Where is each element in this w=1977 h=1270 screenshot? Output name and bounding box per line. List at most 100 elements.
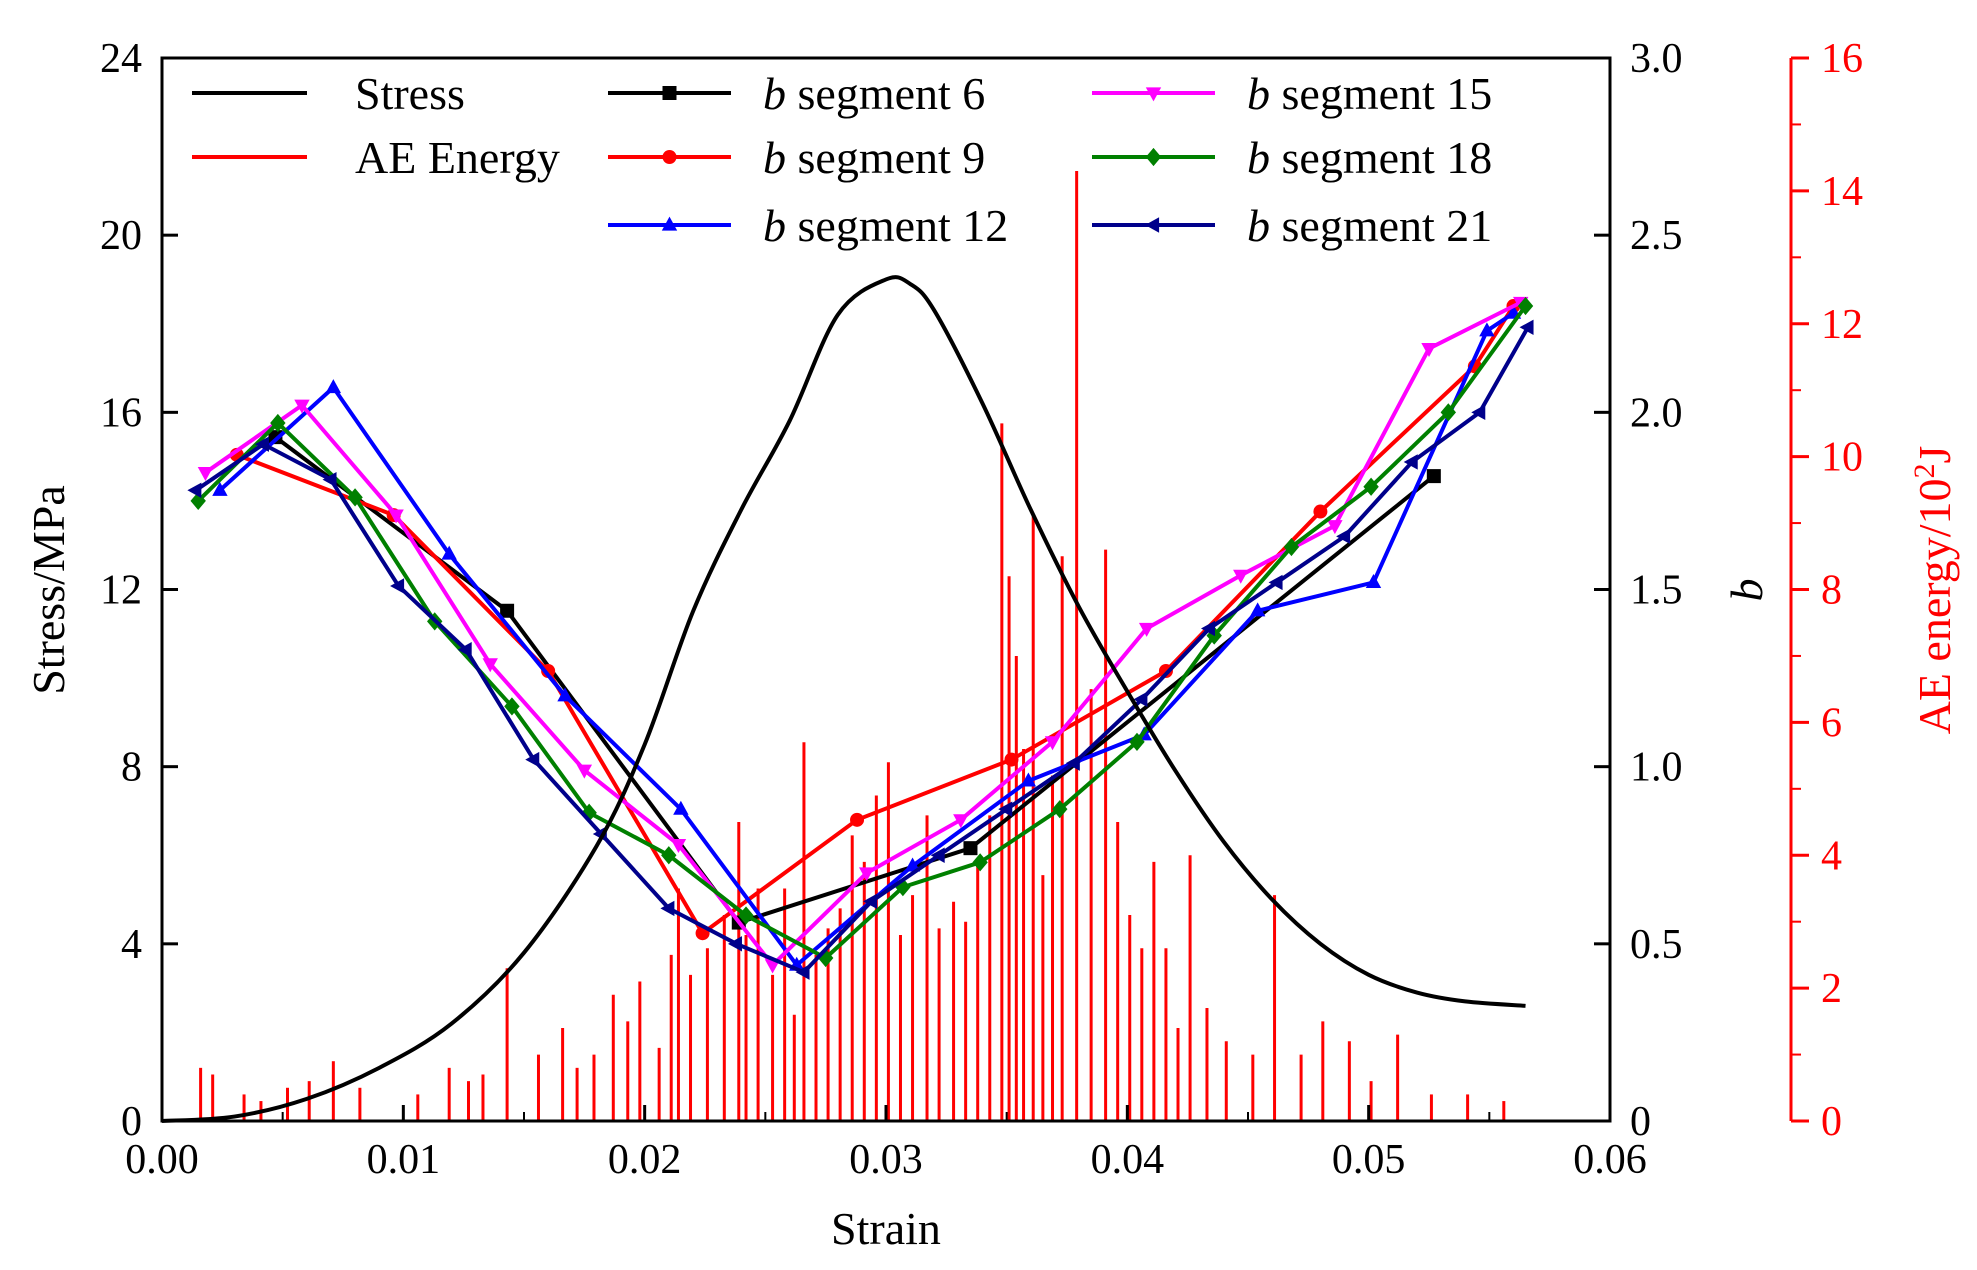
data-point (858, 867, 875, 882)
legend-label-text: segment 18 (1270, 132, 1492, 183)
ae-tick-label: 12 (1821, 302, 1863, 348)
legend-label-italic: b (1247, 68, 1270, 119)
legend-label-italic: b (1247, 200, 1270, 251)
x-tick-label: 0.02 (608, 1137, 682, 1183)
data-point (1471, 404, 1486, 421)
data-point (504, 697, 520, 716)
b-axis-title: b (1721, 579, 1772, 602)
data-point (817, 948, 834, 968)
data-point (795, 964, 810, 980)
data-point (661, 846, 677, 865)
legend-item: b segment 21 (1092, 200, 1492, 251)
stress-tick-label: 20 (100, 213, 142, 259)
legend: Stress AE Energy b segment 6 b segment 9 b s… (192, 68, 1492, 251)
legend-label-italic: b (763, 68, 786, 119)
legend-label-text: segment 15 (1270, 68, 1492, 119)
legend-item: b segment 6 (608, 68, 985, 119)
data-point (212, 481, 228, 496)
legend-item: b segment 18 (1092, 132, 1492, 183)
data-point (1268, 574, 1283, 591)
stress-curve (161, 275, 1526, 1123)
series-b-segment-12 (212, 304, 1522, 971)
data-point (850, 812, 865, 827)
ae-axis-title-suffix: J (1909, 446, 1960, 464)
data-point (670, 839, 687, 854)
data-point (1145, 217, 1160, 233)
data-point (1440, 403, 1457, 422)
b-tick-label: 3.0 (1630, 36, 1683, 82)
legend-label-text: AE Energy (355, 132, 560, 183)
data-point (197, 466, 214, 481)
b-tick-label: 0.5 (1630, 922, 1683, 968)
legend-label: b segment 18 (1247, 132, 1492, 183)
ae-tick-label: 16 (1821, 36, 1863, 82)
ae-axis-title: AE energy/102J (1908, 446, 1960, 735)
ae-tick-label: 8 (1821, 568, 1842, 614)
data-point (322, 471, 337, 488)
data-point (1249, 602, 1266, 617)
data-point (1403, 454, 1418, 470)
series-b-segment-6 (268, 430, 1441, 930)
legend-label: Stress (355, 68, 465, 119)
legend-label: b segment 21 (1247, 200, 1492, 251)
axis-titles: Strain Stress/MPa b AE energy/102J (23, 446, 1960, 1254)
data-point (895, 878, 911, 897)
legend-label-italic: b (1247, 132, 1270, 183)
data-point (1052, 800, 1068, 819)
ae-axis-title-sup: 2 (1908, 463, 1941, 478)
data-point (482, 658, 498, 673)
stress-tick-label: 12 (100, 568, 142, 614)
x-tick-label: 0.06 (1573, 1137, 1647, 1183)
b-tick-label: 2.5 (1630, 213, 1683, 259)
legend-label: b segment 15 (1247, 68, 1492, 119)
data-point (727, 936, 742, 952)
data-point (1365, 574, 1382, 589)
series-b-segment-18 (190, 296, 1534, 968)
tick-layer: 0.00 0.01 0.02 0.03 0.04 0.05 0.06048121620240… (100, 36, 1863, 1183)
data-point (863, 893, 878, 910)
legend-item: b segment 9 (608, 132, 985, 183)
data-point (441, 545, 457, 560)
legend-label-text: Stress (355, 68, 465, 119)
x-tick-label: 0.03 (849, 1137, 923, 1183)
data-point (1313, 504, 1328, 519)
data-point (190, 491, 206, 511)
series-line (236, 304, 1516, 936)
data-point (1519, 319, 1534, 335)
data-point (953, 814, 969, 829)
ae-tick-label: 6 (1821, 700, 1842, 746)
stress-axis-title: Stress/MPa (23, 485, 74, 695)
data-point (1363, 477, 1379, 496)
data-point (1283, 537, 1300, 557)
data-point (294, 399, 310, 414)
data-point (1479, 322, 1495, 337)
data-point (1517, 296, 1534, 316)
legend-label-text: segment 21 (1270, 200, 1492, 251)
legend-label: b segment 12 (763, 200, 1008, 251)
series-line (218, 311, 1515, 968)
legend-item: b segment 15 (1092, 68, 1492, 119)
b-tick-label: 1.5 (1630, 568, 1683, 614)
data-point (1133, 691, 1148, 708)
data-point (525, 751, 540, 768)
ae-energy-bars (199, 170, 1506, 1121)
data-point (541, 663, 556, 678)
data-point (904, 857, 921, 872)
b-tick-label: 0 (1630, 1099, 1651, 1145)
data-point (1327, 520, 1343, 535)
data-point (998, 801, 1013, 817)
data-point (388, 509, 404, 524)
data-point (662, 150, 677, 164)
stress-tick-label: 0 (121, 1099, 142, 1145)
legend-item: b segment 12 (608, 200, 1008, 251)
ae-tick-label: 14 (1821, 169, 1863, 215)
legend-item: AE Energy (192, 132, 560, 183)
data-point (972, 853, 988, 872)
x-tick-label: 0.01 (367, 1137, 441, 1183)
data-point (1004, 752, 1019, 767)
legend-label: b segment 9 (763, 132, 985, 183)
data-point (1065, 755, 1080, 771)
data-point (581, 803, 597, 822)
data-point (661, 216, 678, 231)
